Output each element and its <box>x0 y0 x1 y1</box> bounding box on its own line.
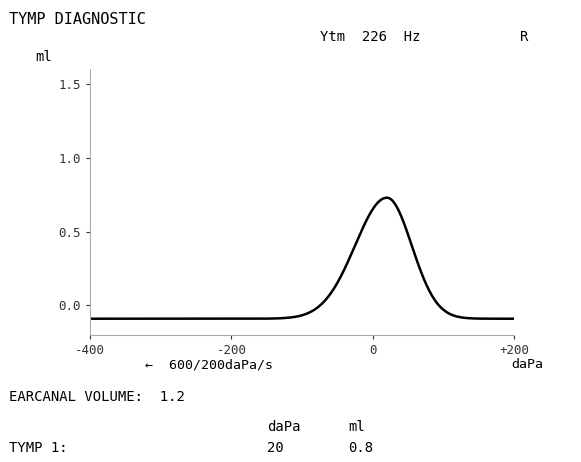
Text: TYMP DIAGNOSTIC: TYMP DIAGNOSTIC <box>9 12 146 26</box>
Text: EARCANAL VOLUME:  1.2: EARCANAL VOLUME: 1.2 <box>9 390 185 404</box>
Text: TYMP 1:: TYMP 1: <box>9 441 67 455</box>
Text: ml: ml <box>349 420 365 434</box>
Text: ←  600/200daPa/s: ← 600/200daPa/s <box>145 358 273 371</box>
Text: 0.8: 0.8 <box>349 441 374 455</box>
Text: Ytm  226  Hz: Ytm 226 Hz <box>320 30 420 44</box>
Text: ml: ml <box>35 50 52 64</box>
Text: daPa: daPa <box>267 420 301 434</box>
Text: R: R <box>520 30 528 44</box>
Text: daPa: daPa <box>511 358 543 371</box>
Text: 20: 20 <box>267 441 284 455</box>
